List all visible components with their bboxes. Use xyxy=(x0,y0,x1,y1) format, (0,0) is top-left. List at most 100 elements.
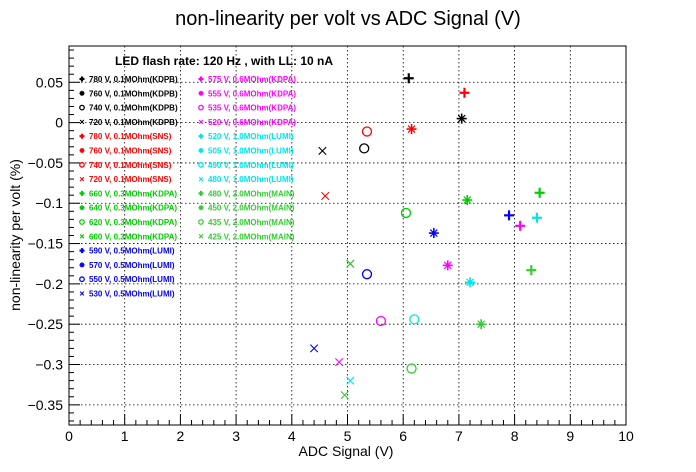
legend-label: 760 V, 0.1MOhm(KDPB) xyxy=(89,89,178,98)
legend-label: 550 V, 0.5MOhm(LUMI) xyxy=(89,275,175,284)
legend: 780 V, 0.1MOhm(KDPB) 760 V, 0.1MOhm(KDPB)… xyxy=(79,75,296,299)
data-point xyxy=(335,357,344,367)
cross-stroke xyxy=(340,391,349,400)
data-point xyxy=(504,210,515,221)
circle-stroke xyxy=(198,161,204,168)
legend-label: 435 V, 2.0MOhm(MAIN) xyxy=(208,218,295,227)
x-tick-label: 8 xyxy=(511,428,519,444)
legend-label: 720 V, 0.1MOhm(KDPB) xyxy=(89,118,178,127)
chart-title: non-linearity per volt vs ADC Signal (V) xyxy=(175,8,521,30)
data-point xyxy=(476,319,487,330)
data-point xyxy=(340,391,349,400)
y-tick-label: −0.2 xyxy=(35,276,63,292)
data-point xyxy=(361,126,373,137)
circle-stroke xyxy=(79,104,85,111)
data-point xyxy=(531,212,542,223)
legend-label: 520 V, 0.6MOhm(KDPA) xyxy=(208,118,296,127)
y-tick-label: −0.1 xyxy=(35,195,63,211)
x-tick-label: 10 xyxy=(618,428,634,444)
data-point xyxy=(456,113,467,124)
data-point xyxy=(462,195,473,206)
data-point xyxy=(321,191,330,201)
grid xyxy=(69,46,626,425)
legend-label: 490 V, 1.0MOhm(LUMI) xyxy=(208,161,294,170)
data-point xyxy=(526,265,537,276)
cross-stroke xyxy=(335,357,344,367)
x-axis-label: ADC Signal (V) xyxy=(299,443,394,459)
legend-marker xyxy=(198,219,204,225)
data-point xyxy=(442,260,453,271)
legend-label: 575 V, 0.6MOhm(KDPA) xyxy=(208,75,296,84)
legend-label: 480 V, 2.0MOhm(MAIN) xyxy=(208,189,295,198)
circle-stroke xyxy=(79,276,85,283)
legend-label: 780 V, 0.1MOhm(KDPB) xyxy=(89,75,178,84)
star-stroke xyxy=(198,148,204,153)
legend-label: 660 V, 0.3MOhm(KDPA) xyxy=(89,189,177,198)
legend-label: 450 V, 2.0MOhm(MAIN) xyxy=(208,204,295,213)
legend-label: 505 V, 1.0MOhm(LUMI) xyxy=(208,147,294,156)
y-tick-label: −0.3 xyxy=(35,357,63,373)
data-point xyxy=(459,87,470,98)
x-tick-label: 1 xyxy=(121,428,129,444)
legend-marker xyxy=(79,262,85,268)
data-point xyxy=(346,376,355,385)
star-stroke xyxy=(466,278,474,287)
cross-stroke xyxy=(198,234,204,239)
circle-stroke xyxy=(361,269,373,280)
cross-stroke xyxy=(309,344,319,353)
legend-label: 740 V, 0.1MOhm(KDPB) xyxy=(89,104,178,113)
legend-marker xyxy=(79,190,85,196)
circle-stroke xyxy=(361,126,373,137)
legend-label: 640 V, 0.3MOhm(KDPA) xyxy=(89,204,177,213)
legend-marker xyxy=(198,234,204,239)
cross-stroke xyxy=(346,376,355,385)
star-stroke xyxy=(457,114,466,123)
legend-marker xyxy=(79,90,85,96)
legend-marker xyxy=(79,161,85,168)
circle-stroke xyxy=(359,143,370,154)
data-point xyxy=(403,73,414,84)
cross-stroke xyxy=(198,119,204,125)
cross-stroke xyxy=(318,146,327,155)
axis-ticks: 0 1 2 3 4 5 6 7 8 9 10 0.05 0 −0.05 −0.1 −0.15 −0.2 −0.25… xyxy=(28,49,634,444)
legend-label: 590 V, 0.5MOhm(LUMI) xyxy=(89,247,175,256)
star-stroke xyxy=(79,262,85,268)
legend-marker xyxy=(198,90,204,96)
x-tick-label: 3 xyxy=(232,428,240,444)
data-point xyxy=(361,269,373,280)
circle-stroke xyxy=(79,219,85,225)
data-point xyxy=(534,187,545,198)
legend-label: 555 V, 0.6MOhm(KDPA) xyxy=(208,89,296,98)
data-point xyxy=(346,259,355,268)
y-tick-label: −0.05 xyxy=(28,155,64,171)
x-tick-label: 4 xyxy=(288,428,296,444)
star-stroke xyxy=(429,229,438,238)
legend-marker xyxy=(79,148,85,153)
legend-label: 600 V, 0.3MOhm(KDPA) xyxy=(89,232,177,241)
legend-marker xyxy=(198,176,204,182)
circle-stroke xyxy=(198,104,204,111)
cross-stroke xyxy=(79,176,85,182)
legend-label: 720 V, 0.1MOhm(SNS) xyxy=(89,175,172,184)
x-tick-label: 6 xyxy=(399,428,407,444)
x-tick-label: 9 xyxy=(566,428,574,444)
data-point xyxy=(375,315,387,327)
x-tick-label: 2 xyxy=(177,428,185,444)
y-tick-label: −0.25 xyxy=(28,316,64,332)
circle-stroke xyxy=(198,219,204,225)
legend-marker xyxy=(79,276,85,283)
legend-label: 780 V, 0.1MOhm(SNS) xyxy=(89,132,172,141)
cross-stroke xyxy=(79,119,85,125)
legend-marker xyxy=(79,76,85,82)
data-point xyxy=(406,124,417,135)
legend-label: 760 V, 0.1MOhm(SNS) xyxy=(89,147,172,156)
legend-marker xyxy=(79,104,85,111)
star-stroke xyxy=(79,205,85,210)
circle-stroke xyxy=(375,315,387,327)
legend-label: 530 V, 0.5MOhm(LUMI) xyxy=(89,290,175,299)
y-tick-label: −0.15 xyxy=(28,236,64,252)
legend-marker xyxy=(198,148,204,153)
circle-stroke xyxy=(400,207,412,219)
data-point xyxy=(400,207,412,219)
